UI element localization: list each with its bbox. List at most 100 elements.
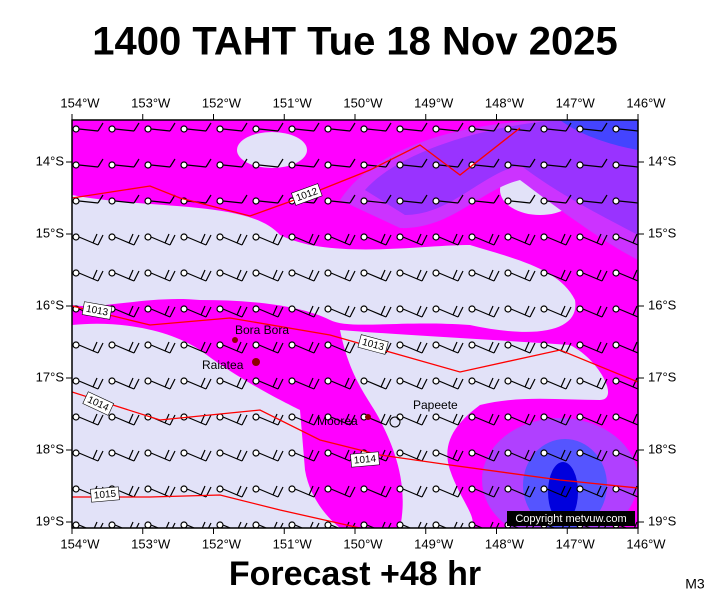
barb-station	[144, 485, 152, 493]
barb-station	[288, 413, 296, 421]
barb-flag	[421, 122, 428, 132]
barb-shaft	[114, 164, 135, 168]
barb-shaft	[582, 200, 603, 204]
barb-flag	[308, 305, 314, 316]
barb-flag	[349, 306, 356, 318]
barb-flag	[313, 234, 320, 246]
wind-barb	[540, 305, 572, 318]
barb-flag	[457, 194, 464, 204]
wind-barb	[180, 377, 212, 390]
barb-shaft	[222, 128, 243, 132]
barb-flag	[164, 233, 170, 244]
barb-flag	[601, 270, 608, 282]
barb-shaft	[186, 380, 207, 390]
barb-station	[324, 197, 332, 205]
barb-shaft	[78, 164, 99, 168]
barb-station	[576, 269, 584, 277]
barb-shaft	[438, 488, 459, 498]
barb-station	[612, 161, 620, 169]
wind-barb	[252, 269, 284, 282]
barb-flag	[272, 269, 278, 280]
wind-barb	[612, 197, 638, 205]
wind-barb	[576, 194, 608, 205]
barb-flag	[133, 342, 140, 354]
barb-flag	[560, 413, 566, 424]
barb-flag	[529, 306, 536, 318]
barb-shaft	[582, 380, 603, 390]
barb-shaft	[258, 344, 279, 354]
wind-barb	[216, 341, 248, 354]
heavy-area	[365, 120, 638, 235]
barb-flag	[417, 521, 422, 528]
barb-station	[432, 197, 440, 205]
wind-barb	[108, 122, 140, 133]
wind-barb	[288, 413, 320, 426]
barb-flag	[277, 270, 284, 282]
barb-shaft	[330, 164, 351, 168]
barb-flag	[97, 158, 104, 168]
barb-flag	[97, 194, 104, 204]
barb-flag	[421, 450, 428, 462]
barb-station	[360, 197, 368, 205]
barb-flag	[207, 522, 212, 528]
barb-flag	[457, 306, 464, 318]
barb-flag	[596, 269, 602, 280]
barb-flag	[241, 158, 248, 168]
barb-flag	[135, 522, 140, 528]
barb-shaft	[294, 344, 315, 354]
barb-flag	[596, 341, 602, 352]
barb-station	[612, 197, 620, 205]
barb-flag	[133, 450, 140, 462]
barb-shaft	[150, 308, 171, 318]
isobar-label-box	[90, 486, 120, 503]
barb-flag	[169, 158, 176, 168]
wind-barb	[252, 194, 284, 205]
barb-flag	[632, 305, 638, 316]
wind-barb	[324, 158, 356, 169]
latitude-label: 18°S	[648, 441, 677, 456]
wind-barb	[396, 305, 428, 318]
barb-flag	[493, 450, 500, 462]
wind-barb	[288, 449, 320, 462]
barb-station	[504, 377, 512, 385]
barb-flag	[457, 270, 464, 282]
barb-station	[396, 197, 404, 205]
barb-station	[576, 377, 584, 385]
barb-flag	[565, 486, 572, 498]
barb-flag	[308, 377, 314, 388]
barb-shaft	[510, 416, 531, 426]
wind-barb	[252, 341, 284, 354]
barb-flag	[452, 233, 458, 244]
wind-barb	[540, 194, 572, 205]
wind-barb	[252, 449, 284, 462]
wind-barb	[72, 194, 104, 205]
barb-station	[324, 125, 332, 133]
latitude-label: 14°S	[36, 153, 65, 168]
barb-station	[216, 269, 224, 277]
barb-shaft	[474, 128, 495, 132]
barb-station	[180, 377, 188, 385]
wind-barb	[288, 341, 320, 354]
barb-station	[72, 521, 80, 528]
barb-station	[396, 233, 404, 241]
barb-flag	[493, 342, 500, 354]
barb-flag	[92, 269, 98, 280]
barb-station	[432, 233, 440, 241]
barb-flag	[601, 234, 608, 246]
barb-station	[396, 125, 404, 133]
barb-flag	[241, 414, 248, 426]
barb-shaft	[474, 236, 495, 246]
wind-barb	[72, 449, 104, 462]
isobar-label-box	[350, 451, 380, 468]
wind-barb	[324, 341, 356, 354]
barb-station	[540, 485, 548, 493]
barb-station	[432, 305, 440, 313]
barb-station	[576, 197, 584, 205]
barb-flag	[493, 486, 500, 498]
wind-barb	[432, 485, 464, 498]
barb-flag	[457, 450, 464, 462]
barb-flag	[457, 378, 464, 390]
barb-station	[216, 233, 224, 241]
barb-flag	[133, 486, 140, 498]
isobar-label-box	[291, 183, 323, 206]
